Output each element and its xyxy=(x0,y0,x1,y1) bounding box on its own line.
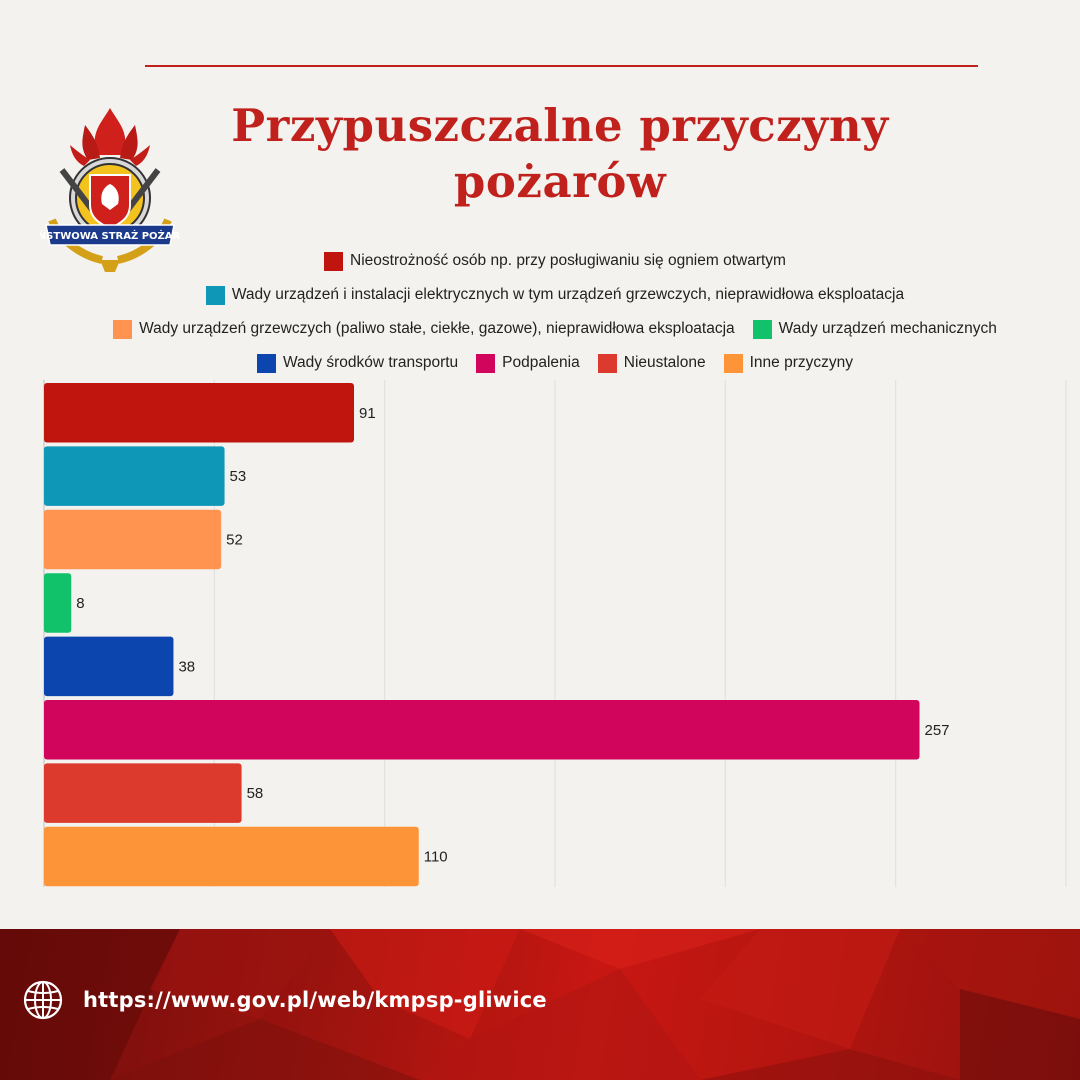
legend-label: Wady urządzeń i instalacji elektrycznych… xyxy=(231,286,905,303)
legend-label: Nieostrożność osób np. przy posługiwaniu… xyxy=(350,252,786,269)
data-label: 91 xyxy=(359,405,376,422)
data-label: 58 xyxy=(247,785,264,802)
legend-item: Podpalenia xyxy=(476,353,580,373)
bar xyxy=(44,636,174,697)
legend-item: Nieostrożność osób np. przy posługiwaniu… xyxy=(324,251,786,271)
bar xyxy=(44,446,225,506)
legend-swatch xyxy=(324,251,344,271)
bar xyxy=(44,573,72,633)
legend-row: Wady środków transportu Podpalenia Nieusta… xyxy=(40,346,1070,380)
logo-psp: PAŃSTWOWA STRAŻ POŻARNA xyxy=(24,100,197,275)
legend-item: Wady urządzeń grzewczych (paliwo stałe, … xyxy=(113,319,735,339)
legend-label: Wady środków transportu xyxy=(283,354,459,371)
legend-swatch xyxy=(597,353,617,373)
legend-swatch xyxy=(752,319,772,339)
legend-label: Nieustalone xyxy=(623,354,706,371)
legend-row: Wady urządzeń i instalacji elektrycznych… xyxy=(40,278,1070,312)
footer-pattern xyxy=(0,929,1080,1080)
website-link[interactable]: https://www.gov.pl/web/kmpsp-gliwice xyxy=(83,988,547,1012)
legend-swatch xyxy=(723,353,743,373)
data-label: 8 xyxy=(76,595,84,612)
bar xyxy=(44,700,920,760)
chart-legend: Nieostrożność osób np. przy posługiwaniu… xyxy=(40,244,1070,380)
legend-label: Podpalenia xyxy=(502,354,580,371)
data-label: 110 xyxy=(424,849,448,866)
bar xyxy=(44,763,242,823)
bar xyxy=(44,509,222,570)
page-title: Przypuszczalne przyczyny pożarów xyxy=(200,98,920,210)
legend-item: Wady urządzeń mechanicznych xyxy=(752,319,997,339)
legend-item: Nieustalone xyxy=(597,353,706,373)
top-rule xyxy=(145,65,978,67)
svg-text:PAŃSTWOWA STRAŻ POŻARNA: PAŃSTWOWA STRAŻ POŻARNA xyxy=(40,228,180,242)
legend-item: Wady środków transportu xyxy=(257,353,459,373)
legend-row: Wady urządzeń grzewczych (paliwo stałe, … xyxy=(40,312,1070,346)
footer-banner: https://www.gov.pl/web/kmpsp-gliwice xyxy=(0,929,1080,1080)
data-label: 38 xyxy=(178,658,195,675)
legend-label: Wady urządzeń grzewczych (paliwo stałe, … xyxy=(139,320,735,337)
legend-row: Nieostrożność osób np. przy posługiwaniu… xyxy=(40,244,1070,278)
data-label: 53 xyxy=(230,468,247,485)
bar-chart: 91 53 52 8 38 257 58 110 xyxy=(43,380,1067,887)
title-line-2: pożarów xyxy=(453,155,667,208)
bar xyxy=(44,383,355,443)
globe-icon xyxy=(23,980,63,1020)
title-line-1: Przypuszczalne przyczyny xyxy=(231,99,889,152)
bar xyxy=(44,826,419,887)
legend-label: Wady urządzeń mechanicznych xyxy=(778,320,997,337)
psp-emblem-icon: PAŃSTWOWA STRAŻ POŻARNA xyxy=(24,108,197,272)
legend-item: Wady urządzeń i instalacji elektrycznych… xyxy=(205,285,905,305)
data-label: 257 xyxy=(925,722,950,739)
legend-label: Inne przyczyny xyxy=(749,354,853,371)
legend-swatch xyxy=(257,353,276,373)
data-label: 52 xyxy=(226,532,243,549)
legend-swatch xyxy=(113,319,133,339)
legend-item: Inne przyczyny xyxy=(723,353,853,373)
legend-swatch xyxy=(205,285,225,305)
legend-swatch xyxy=(476,353,496,373)
